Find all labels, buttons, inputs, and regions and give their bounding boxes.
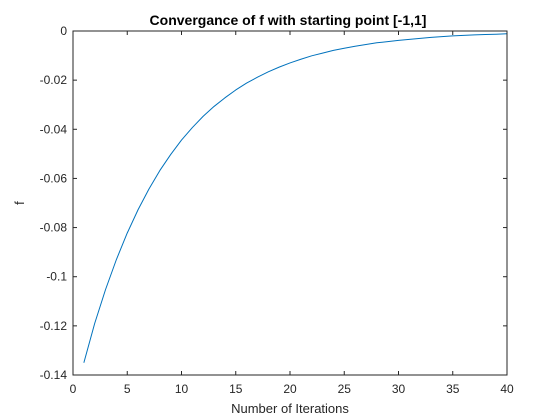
x-axis-label: Number of Iterations [231, 401, 349, 416]
chart-title: Convergance of f with starting point [-1… [150, 12, 427, 28]
x-tick-label: 0 [70, 382, 77, 396]
x-tick-label: 5 [124, 382, 131, 396]
y-axis-label: f [12, 201, 27, 205]
x-tick-label: 30 [392, 382, 406, 396]
y-tick-label: -0.02 [40, 73, 68, 87]
y-tick-label: -0.12 [40, 319, 68, 333]
y-tick-label: 0 [60, 24, 67, 38]
series-line-0 [83, 33, 508, 363]
x-tick-label: 10 [175, 382, 189, 396]
y-tick-label: -0.14 [40, 368, 68, 382]
x-tick-label: 35 [446, 382, 460, 396]
y-tick-label: -0.1 [46, 270, 67, 284]
y-tick-label: -0.08 [40, 221, 68, 235]
y-tick-label: -0.04 [40, 122, 68, 136]
x-tick-label: 15 [229, 382, 243, 396]
x-axis-ticks: 0 5 10 15 20 25 30 35 40 [70, 31, 514, 396]
series-layer [83, 33, 508, 363]
x-tick-label: 20 [283, 382, 297, 396]
y-tick-label: -0.06 [40, 171, 68, 185]
y-axis-ticks: 0 -0.02 -0.04 -0.06 -0.08 -0.1 -0.12 -0.14 [40, 24, 507, 382]
x-tick-label: 40 [500, 382, 514, 396]
x-tick-label: 25 [338, 382, 352, 396]
plot-area [73, 31, 507, 375]
